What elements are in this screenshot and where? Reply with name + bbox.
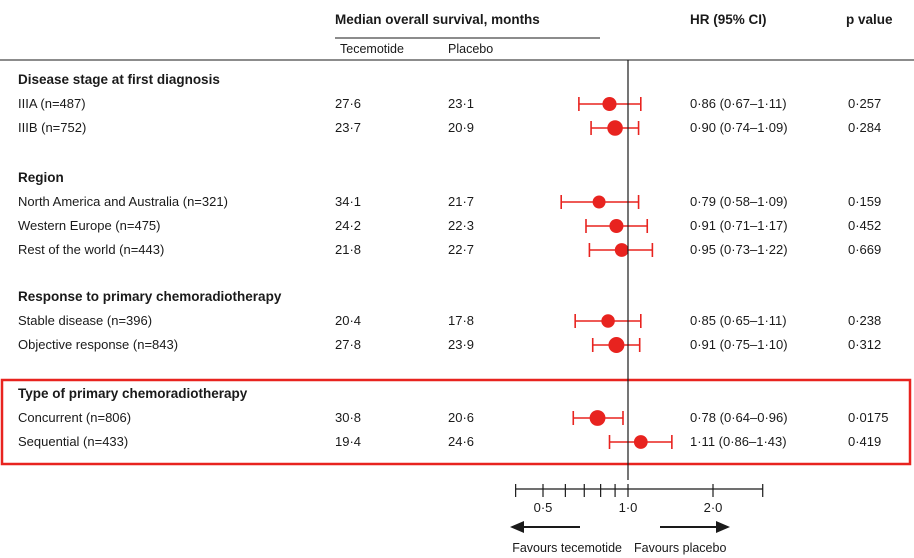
arrow-left-icon xyxy=(510,521,524,533)
p-value: 0·257 xyxy=(848,96,881,111)
p-value-column-header: p value xyxy=(846,12,893,27)
group-1: Region North America and Australia (n=321… xyxy=(18,170,881,257)
table-row: Western Europe (n=475) 24·2 22·3 0·91 (0·71… xyxy=(18,218,881,234)
placebo-value: 22·7 xyxy=(448,242,474,257)
placebo-value: 24·6 xyxy=(448,434,474,449)
hr-ci-value: 0·79 (0·58–1·09) xyxy=(690,194,788,209)
p-value: 0·238 xyxy=(848,313,881,328)
p-value: 0·419 xyxy=(848,434,881,449)
table-row: Sequential (n=433) 19·4 24·6 1·11 (0·86–1·4… xyxy=(18,434,881,449)
tecemotide-value: 20·4 xyxy=(335,313,361,328)
favours-tecemotide-label: Favours tecemotide xyxy=(512,541,622,555)
row-label: Objective response (n=843) xyxy=(18,337,178,352)
hr-ci-value: 0·85 (0·65–1·11) xyxy=(690,313,787,328)
table-row: Stable disease (n=396) 20·4 17·8 0·85 (0·65… xyxy=(18,313,881,328)
placebo-value: 20·9 xyxy=(448,120,474,135)
forest-rows: Disease stage at first diagnosis IIIA (n=… xyxy=(0,60,912,480)
hr-point xyxy=(614,243,629,257)
row-label: Concurrent (n=806) xyxy=(18,410,131,425)
tecemotide-value: 24·2 xyxy=(335,218,361,233)
hr-ci-value: 0·90 (0·74–1·09) xyxy=(690,120,788,135)
placebo-value: 22·3 xyxy=(448,218,474,233)
table-row: IIIB (n=752) 23·7 20·9 0·90 (0·74–1·09) 0·28… xyxy=(18,120,881,136)
hr-point xyxy=(633,435,648,449)
row-label: IIIB (n=752) xyxy=(18,120,86,135)
p-value: 0·669 xyxy=(848,242,881,257)
x-axis: 0·5 1·0 2·0 Favours tecemotide Favours place… xyxy=(510,484,764,555)
tecemotide-value: 27·6 xyxy=(335,96,361,111)
tecemotide-value: 34·1 xyxy=(335,194,361,209)
tecemotide-column-header: Tecemotide xyxy=(340,42,404,56)
hr-ci-value: 0·86 (0·67–1·11) xyxy=(690,96,787,111)
p-value: 0·0175 xyxy=(848,410,888,425)
group-2: Response to primary chemoradiotherapy Sta… xyxy=(18,289,881,353)
tecemotide-value: 27·8 xyxy=(335,337,361,352)
tecemotide-value: 23·7 xyxy=(335,120,361,135)
placebo-value: 23·9 xyxy=(448,337,474,352)
arrow-right-icon xyxy=(716,521,730,533)
placebo-value: 21·7 xyxy=(448,194,474,209)
tecemotide-value: 19·4 xyxy=(335,434,361,449)
placebo-value: 20·6 xyxy=(448,410,474,425)
hr-column-header: HR (95% CI) xyxy=(690,12,767,27)
group-title: Type of primary chemoradiotherapy xyxy=(18,386,248,401)
hr-point xyxy=(602,96,617,112)
hr-ci-value: 0·95 (0·73–1·22) xyxy=(690,242,788,257)
favours-placebo-label: Favours placebo xyxy=(634,541,726,555)
placebo-column-header: Placebo xyxy=(448,42,493,56)
hr-ci-value: 0·91 (0·75–1·10) xyxy=(690,337,788,352)
table-row: IIIA (n=487) 27·6 23·1 0·86 (0·67–1·11) 0·25… xyxy=(18,96,881,112)
x-tick-label: 0·5 xyxy=(534,500,553,515)
table-row: Concurrent (n=806) 30·8 20·6 0·78 (0·64–0·9… xyxy=(18,410,888,426)
hr-ci-value: 0·91 (0·71–1·17) xyxy=(690,218,788,233)
x-tick-label: 2·0 xyxy=(704,500,723,515)
median-survival-header: Median overall survival, months xyxy=(335,12,540,27)
group-0: Disease stage at first diagnosis IIIA (n=… xyxy=(18,72,881,136)
hr-point xyxy=(592,195,606,209)
row-label: Rest of the world (n=443) xyxy=(18,242,164,257)
tecemotide-value: 21·8 xyxy=(335,242,361,257)
hr-point xyxy=(601,314,615,328)
group-title: Response to primary chemoradiotherapy xyxy=(18,289,282,304)
hr-ci-value: 1·11 (0·86–1·43) xyxy=(690,434,787,449)
placebo-value: 17·8 xyxy=(448,313,474,328)
placebo-value: 23·1 xyxy=(448,96,474,111)
row-label: IIIA (n=487) xyxy=(18,96,86,111)
group-title: Disease stage at first diagnosis xyxy=(18,72,220,87)
highlight-box xyxy=(0,378,912,466)
row-label: Stable disease (n=396) xyxy=(18,313,152,328)
x-tick-label: 1·0 xyxy=(619,500,638,515)
p-value: 0·452 xyxy=(848,218,881,233)
table-row: Rest of the world (n=443) 21·8 22·7 0·95 (0… xyxy=(18,242,881,257)
hr-ci-value: 0·78 (0·64–0·96) xyxy=(690,410,788,425)
hr-point xyxy=(589,410,606,426)
p-value: 0·284 xyxy=(848,120,881,135)
tecemotide-value: 30·8 xyxy=(335,410,361,425)
row-label: North America and Australia (n=321) xyxy=(18,194,228,209)
table-row: North America and Australia (n=321) 34·1 2… xyxy=(18,194,881,209)
hr-point xyxy=(608,337,625,353)
p-value: 0·159 xyxy=(848,194,881,209)
row-label: Sequential (n=433) xyxy=(18,434,128,449)
hr-point xyxy=(607,120,623,136)
hr-point xyxy=(609,218,624,234)
group-3: Type of primary chemoradiotherapy Concurr… xyxy=(0,378,912,466)
group-title: Region xyxy=(18,170,64,185)
row-label: Western Europe (n=475) xyxy=(18,218,160,233)
p-value: 0·312 xyxy=(848,337,881,352)
table-row: Objective response (n=843) 27·8 23·9 0·91 (… xyxy=(18,337,881,353)
